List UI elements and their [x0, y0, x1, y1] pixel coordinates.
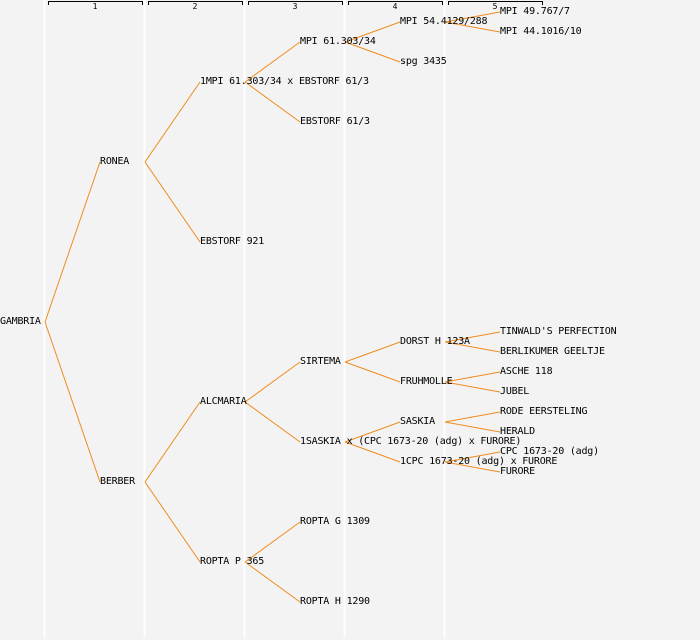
pedigree-node[interactable]: EBSTORF 61/3 [300, 116, 370, 127]
pedigree-node[interactable]: JUBEL [500, 386, 530, 397]
pedigree-link [244, 521, 301, 563]
pedigree-link [344, 41, 401, 63]
generation-number: 4 [392, 2, 398, 11]
pedigree-node[interactable]: FURORE [500, 466, 535, 477]
pedigree-link [144, 401, 201, 483]
pedigree-node[interactable]: DORST H 123A [400, 336, 470, 347]
pedigree-node[interactable]: MPI 61.303/34 [300, 36, 376, 47]
pedigree-link [444, 371, 501, 383]
pedigree-link [444, 421, 501, 433]
pedigree-link [444, 461, 501, 473]
pedigree-node[interactable]: CPC 1673-20 (adg) [500, 446, 599, 457]
pedigree-link [244, 81, 301, 123]
pedigree-node[interactable]: BERBER [100, 476, 135, 487]
pedigree-node[interactable]: MPI 54.4129/288 [400, 16, 488, 27]
pedigree-node[interactable]: GAMBRIA [0, 316, 41, 327]
pedigree-node[interactable]: TINWALD'S PERFECTION [500, 326, 617, 337]
pedigree-link [344, 341, 401, 363]
pedigree-node[interactable]: ASCHE 118 [500, 366, 553, 377]
pedigree-link [344, 361, 401, 383]
pedigree-link [44, 161, 101, 323]
generation-bracket [148, 1, 243, 5]
generation-bracket [448, 1, 543, 5]
pedigree-node[interactable]: 1SASKIA x (CPC 1673-20 (adg) x FURORE) [300, 436, 522, 447]
pedigree-link [444, 451, 501, 463]
pedigree-link [444, 21, 501, 33]
pedigree-node[interactable]: HERALD [500, 426, 535, 437]
pedigree-node[interactable]: EBSTORF 921 [200, 236, 265, 247]
pedigree-link [244, 401, 301, 443]
pedigree-node[interactable]: SIRTEMA [300, 356, 341, 367]
pedigree-link [344, 421, 401, 443]
pedigree-node[interactable]: BERLIKUMER GEELTJE [500, 346, 605, 357]
generation-number: 2 [192, 2, 198, 11]
pedigree-link [444, 331, 501, 343]
generation-bracket [348, 1, 443, 5]
pedigree-node[interactable]: ALCMARIA [200, 396, 247, 407]
pedigree-node[interactable]: 1CPC 1673-20 (adg) x FURORE [400, 456, 558, 467]
pedigree-link [344, 21, 401, 43]
pedigree-node[interactable]: MPI 44.1016/10 [500, 26, 582, 37]
pedigree-link [444, 411, 501, 423]
pedigree-link [444, 11, 501, 23]
pedigree-link [244, 41, 301, 83]
pedigree-link [144, 161, 201, 243]
pedigree-node[interactable]: MPI 49.767/7 [500, 6, 570, 17]
pedigree-link [344, 441, 401, 463]
generation-number: 3 [292, 2, 298, 11]
pedigree-node[interactable]: SASKIA [400, 416, 435, 427]
pedigree-node[interactable]: RODE EERSTELING [500, 406, 588, 417]
pedigree-node[interactable]: 1MPI 61.303/34 x EBSTORF 61/3 [200, 76, 369, 87]
pedigree-node[interactable]: spg 3435 [400, 56, 447, 67]
generation-number: 5 [492, 2, 498, 11]
pedigree-node[interactable]: ROPTA P 365 [200, 556, 265, 567]
generation-bracket [248, 1, 343, 5]
pedigree-link [244, 561, 301, 603]
pedigree-link [144, 481, 201, 563]
pedigree-node[interactable]: ROPTA H 1290 [300, 596, 370, 607]
pedigree-node[interactable]: FRUHMOLLE [400, 376, 453, 387]
pedigree-link [44, 321, 101, 483]
pedigree-node[interactable]: RONEA [100, 156, 130, 167]
pedigree-link [444, 341, 501, 353]
pedigree-link [444, 381, 501, 393]
generation-bracket [48, 1, 143, 5]
generation-number: 1 [92, 2, 98, 11]
pedigree-link [244, 361, 301, 403]
pedigree-node[interactable]: ROPTA G 1309 [300, 516, 370, 527]
pedigree-link [144, 81, 201, 163]
